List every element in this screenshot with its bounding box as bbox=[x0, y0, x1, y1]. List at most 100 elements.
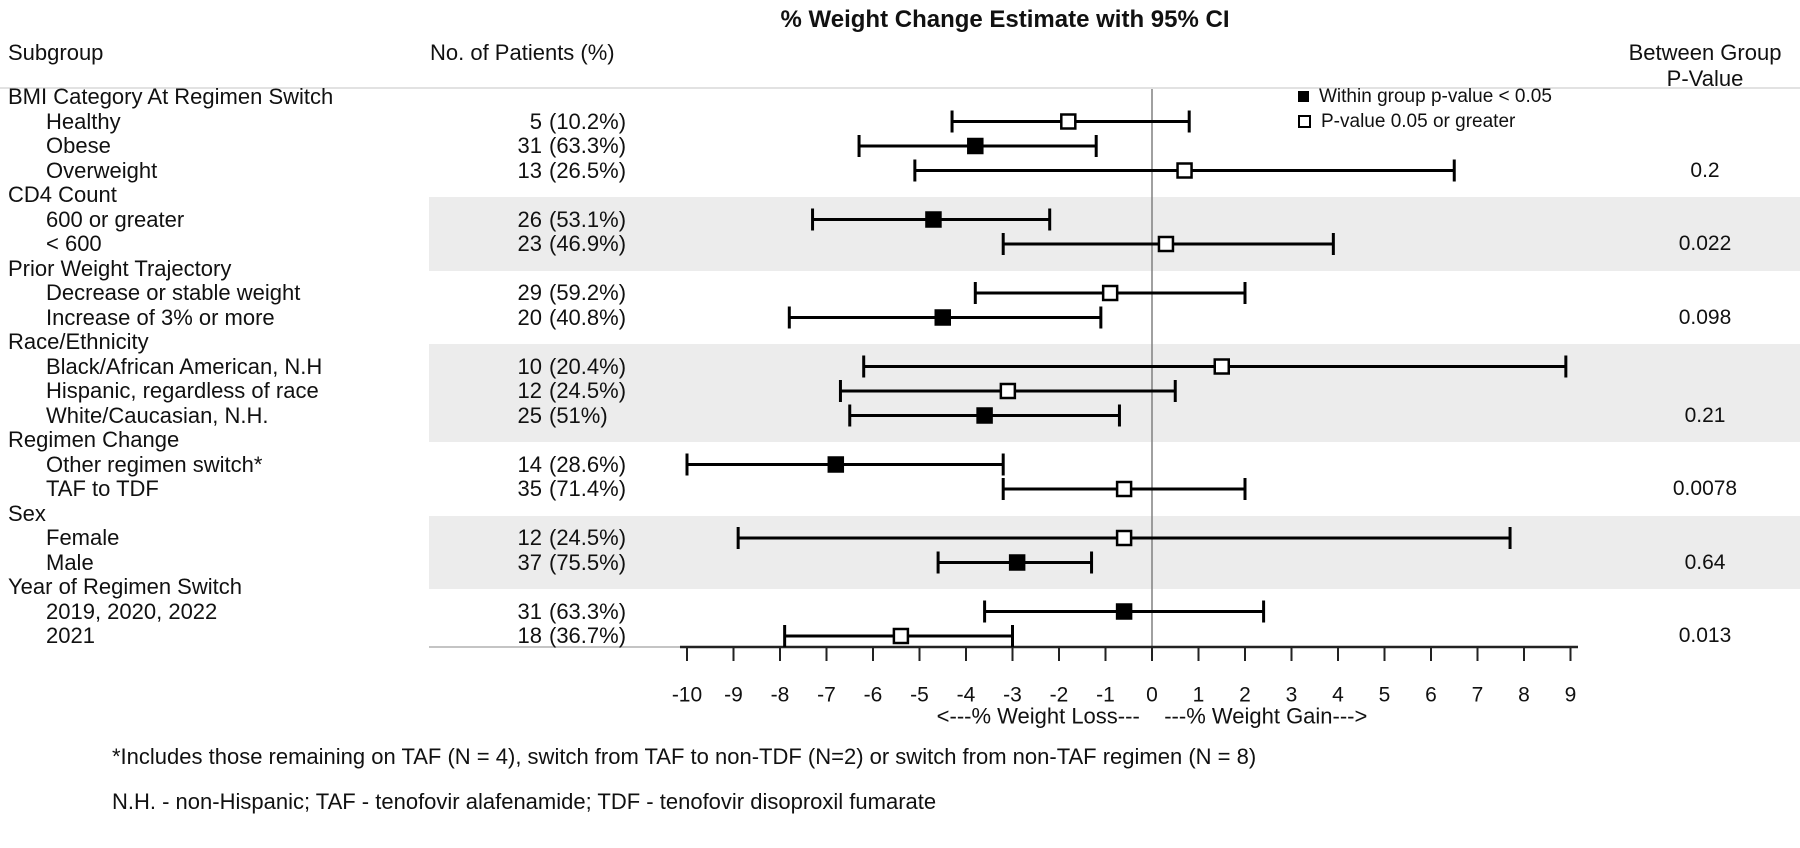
column-header-pvalue-line1: Between Group bbox=[1628, 40, 1782, 65]
estimate-marker bbox=[892, 627, 910, 645]
axis-tick-label: -10 bbox=[672, 683, 702, 706]
ci-bar bbox=[783, 625, 1014, 647]
section-header-label: Regimen Change bbox=[8, 427, 180, 452]
patient-count: 35 bbox=[517, 476, 542, 501]
subgroup-label: Healthy bbox=[46, 108, 121, 134]
between-group-pvalue: 0.21 bbox=[1684, 403, 1726, 427]
estimate-marker bbox=[1176, 162, 1193, 179]
axis-tick-label: 6 bbox=[1425, 683, 1437, 706]
section-header-label: BMI Category At Regimen Switch bbox=[8, 84, 334, 109]
patient-count: 13 bbox=[517, 157, 542, 183]
patients-value: 20 (40.8%) bbox=[430, 304, 627, 331]
ci-bar bbox=[838, 380, 1177, 402]
section-band bbox=[429, 197, 1800, 271]
open-square-icon bbox=[1298, 115, 1311, 128]
ci-bar bbox=[1001, 233, 1335, 255]
patient-percent: (40.8%) bbox=[549, 304, 627, 330]
patient-count: 23 bbox=[517, 231, 542, 256]
legend-label: Within group p-value < 0.05 bbox=[1319, 86, 1552, 107]
patient-count: 12 bbox=[517, 378, 542, 403]
subgroup-label: 2021 bbox=[46, 623, 95, 648]
estimate-marker bbox=[1115, 603, 1133, 620]
x-axis-caption: <---% Weight Loss--- ---% Weight Gain---… bbox=[937, 704, 1368, 729]
between-group-pvalue: 0.0078 bbox=[1672, 477, 1738, 500]
patient-count: 14 bbox=[517, 451, 542, 477]
patient-count: 10 bbox=[517, 353, 542, 379]
patient-count: 12 bbox=[517, 525, 542, 550]
subgroup-label: TAF to TDF bbox=[46, 476, 159, 501]
patient-count: 37 bbox=[517, 549, 542, 575]
patient-percent: (51%) bbox=[549, 402, 608, 428]
between-group-pvalue: 0.098 bbox=[1678, 305, 1732, 329]
ci-bar bbox=[973, 282, 1247, 304]
axis-tick-label: -9 bbox=[724, 683, 743, 706]
estimate-marker bbox=[967, 137, 984, 155]
ci-bar bbox=[857, 135, 1098, 157]
estimate-marker bbox=[1008, 554, 1026, 571]
section-header-label: CD4 Count bbox=[8, 182, 117, 207]
patient-percent: (10.2%) bbox=[549, 108, 627, 134]
patient-percent: (63.3%) bbox=[549, 133, 627, 158]
patients-value: 35 (71.4%) bbox=[430, 476, 627, 502]
ci-bar bbox=[913, 159, 1456, 182]
estimate-marker bbox=[999, 382, 1017, 400]
axis-tick-label: 1 bbox=[1193, 683, 1205, 706]
ci-bar bbox=[787, 306, 1103, 329]
patient-percent: (53.1%) bbox=[549, 206, 627, 232]
patient-percent: (63.3%) bbox=[549, 598, 627, 624]
column-header-subgroup: Subgroup bbox=[8, 40, 104, 65]
filled-square-icon bbox=[1298, 91, 1309, 102]
between-group-pvalue: 0.013 bbox=[1678, 624, 1732, 647]
patients-value: 14 (28.6%) bbox=[430, 451, 627, 478]
legend-item-significant: Within group p-value < 0.05 bbox=[1298, 87, 1552, 106]
axis-tick-label: 5 bbox=[1379, 683, 1391, 706]
ci-bar bbox=[862, 355, 1568, 378]
ci-bar bbox=[1001, 478, 1247, 500]
patients-value: 25 (51%) bbox=[430, 403, 608, 429]
patients-value: 29 (59.2%) bbox=[430, 280, 627, 306]
axis-tick-label: -5 bbox=[910, 683, 929, 706]
subgroup-label: White/Caucasian, N.H. bbox=[46, 402, 269, 428]
subgroup-label: Hispanic, regardless of race bbox=[46, 378, 319, 403]
estimate-marker bbox=[934, 309, 951, 326]
patients-value: 26 (53.1%) bbox=[430, 206, 627, 233]
patient-count: 29 bbox=[517, 280, 542, 305]
between-group-pvalue: 0.022 bbox=[1678, 232, 1732, 255]
patient-percent: (75.5%) bbox=[549, 549, 627, 575]
patients-value: 31 (63.3%) bbox=[430, 133, 627, 159]
patient-percent: (26.5%) bbox=[549, 157, 627, 183]
axis-tick-label: 2 bbox=[1239, 683, 1251, 706]
column-header-pvalue-line2: P-Value bbox=[1666, 66, 1744, 91]
patient-percent: (20.4%) bbox=[549, 353, 627, 379]
estimate-marker bbox=[1213, 358, 1230, 375]
patients-value: 12 (24.5%) bbox=[430, 378, 627, 404]
patients-value: 37 (75.5%) bbox=[430, 549, 627, 576]
estimate-marker bbox=[1101, 284, 1119, 302]
patient-percent: (71.4%) bbox=[549, 476, 627, 501]
axis-tick-label: 0 bbox=[1146, 683, 1158, 706]
section-band bbox=[429, 344, 1800, 442]
subgroup-label: Obese bbox=[46, 133, 111, 158]
subgroup-label: Male bbox=[46, 549, 94, 575]
axis-tick-label: -8 bbox=[771, 683, 790, 706]
between-group-pvalue: 0.64 bbox=[1684, 550, 1726, 574]
section-header-label: Sex bbox=[8, 500, 46, 526]
patient-count: 31 bbox=[517, 133, 542, 158]
subgroup-label: Other regimen switch* bbox=[46, 451, 263, 477]
section-header-label: Year of Regimen Switch bbox=[8, 574, 242, 599]
patients-value: 5 (10.2%) bbox=[430, 109, 626, 135]
axis-tick-label: 7 bbox=[1472, 683, 1484, 706]
axis-tick-label: 8 bbox=[1518, 683, 1530, 706]
legend-item-nonsignificant: P-value 0.05 or greater bbox=[1298, 112, 1515, 131]
ci-bar bbox=[950, 110, 1191, 133]
ci-bar bbox=[811, 208, 1052, 231]
patient-percent: (46.9%) bbox=[549, 231, 627, 256]
patient-percent: (59.2%) bbox=[549, 280, 627, 305]
subgroup-label: Black/African American, N.H bbox=[46, 353, 323, 379]
axis-tick-label: 3 bbox=[1286, 683, 1298, 706]
patients-value: 10 (20.4%) bbox=[430, 353, 627, 380]
axis-tick-label: -7 bbox=[817, 683, 836, 706]
subgroup-label: 600 or greater bbox=[46, 206, 185, 232]
patient-count: 18 bbox=[517, 623, 542, 648]
